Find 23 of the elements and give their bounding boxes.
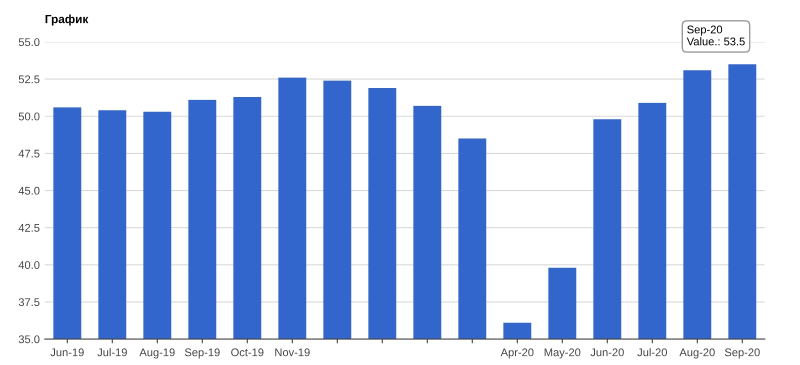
x-tick-label: Sep-19 bbox=[184, 348, 220, 358]
x-tick-label: Jul-19 bbox=[97, 348, 127, 356]
y-tick-label: 45.0 bbox=[18, 186, 40, 195]
y-tick-label: 35.0 bbox=[18, 335, 40, 344]
x-tick-label: Nov-19 bbox=[275, 348, 310, 356]
x-tick-label: Aug-19 bbox=[139, 348, 175, 358]
y-tick-label: 40.0 bbox=[18, 261, 40, 269]
x-tick-label: Jun-19 bbox=[50, 348, 84, 356]
x-tick-label: Apr-20 bbox=[500, 348, 534, 358]
y-tick-label: 37.5 bbox=[18, 298, 40, 306]
chart-title: График bbox=[46, 14, 88, 26]
x-tick-label: Jun-20 bbox=[590, 348, 624, 356]
x-tick-label: Jul-20 bbox=[637, 348, 667, 356]
annotation: Sep-20 Value.: 53.5 bbox=[686, 26, 745, 46]
y-tick-label: 50.0 bbox=[18, 112, 40, 120]
y-tick-label: 47.5 bbox=[18, 150, 40, 158]
y-tick-label: 55.0 bbox=[18, 38, 40, 46]
y-tick-label: 42.5 bbox=[18, 224, 40, 232]
y-tick-label: 52.5 bbox=[18, 75, 40, 84]
x-tick-label: May-20 bbox=[544, 348, 580, 358]
x-tick-label: Aug-20 bbox=[679, 348, 715, 358]
x-tick-label: Oct-19 bbox=[231, 348, 264, 356]
x-tick-label: Sep-20 bbox=[724, 348, 760, 358]
